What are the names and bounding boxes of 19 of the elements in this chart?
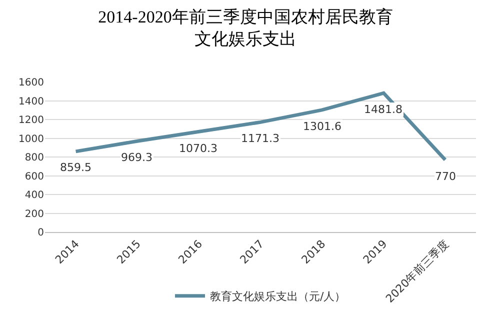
y-tick-label: 1600 bbox=[18, 78, 44, 88]
legend-label: 教育文化娱乐支出（元/人） bbox=[210, 290, 346, 304]
y-tick-label: 1200 bbox=[18, 115, 44, 126]
chart-title: 2014-2020年前三季度中国农村居民教育文化娱乐支出 bbox=[98, 7, 393, 49]
data-label: 1171.3 bbox=[241, 132, 280, 145]
data-label: 1481.8 bbox=[364, 103, 402, 116]
y-tick-label: 800 bbox=[24, 152, 44, 164]
data-label: 1070.3 bbox=[179, 142, 218, 155]
data-label: 1301.6 bbox=[303, 120, 342, 133]
line-series bbox=[74, 91, 447, 162]
y-tick-label: 1400 bbox=[18, 96, 44, 108]
y-tick-label: 0 bbox=[38, 228, 44, 238]
y-tick-label: 400 bbox=[24, 190, 44, 201]
data-label: 770 bbox=[435, 170, 456, 183]
data-label: 859.5 bbox=[60, 161, 92, 174]
data-label: 969.3 bbox=[121, 151, 152, 164]
y-tick-label: 200 bbox=[24, 208, 44, 220]
y-tick-label: 1000 bbox=[18, 134, 44, 145]
y-tick-label: 600 bbox=[24, 171, 44, 182]
